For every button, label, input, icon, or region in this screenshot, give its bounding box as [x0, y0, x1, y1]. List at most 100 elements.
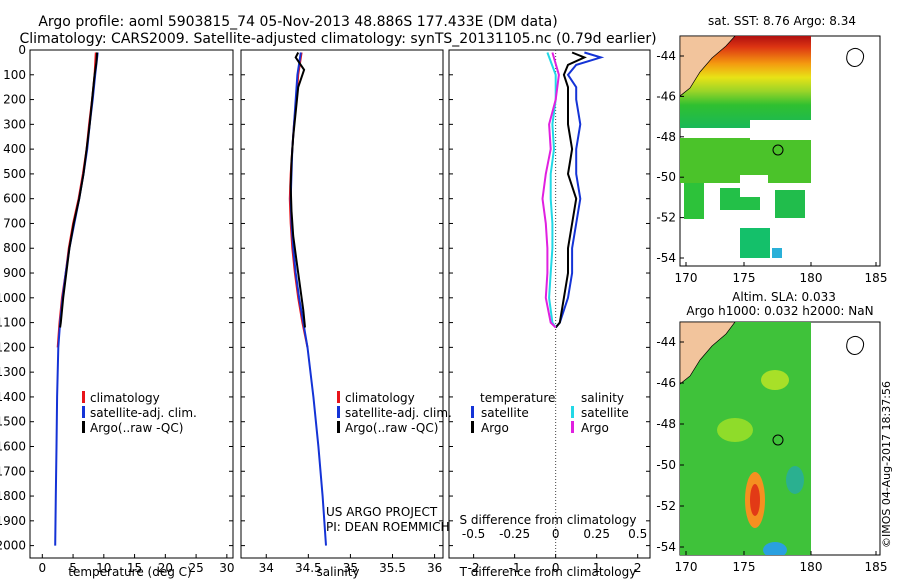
- x-tick-label: 35: [343, 561, 358, 575]
- sla-map-title: Altim. SLA: 0.033: [732, 290, 836, 304]
- legend-label-argo: Argo(..raw -QC): [345, 421, 438, 435]
- legend-swatch-climatology: [82, 391, 85, 403]
- figure-title-line1: Argo profile: aoml 5903815_74 05-Nov-201…: [38, 14, 557, 30]
- map-x-tick-label: 175: [733, 560, 756, 574]
- map-y-tick-label: -52: [656, 499, 676, 513]
- x-tick-label: 36: [427, 561, 442, 575]
- series-line: [289, 52, 306, 328]
- x-tick-label: 30: [219, 561, 234, 575]
- x-tick-label: 20: [158, 561, 173, 575]
- map-x-tick-label: 170: [675, 560, 698, 574]
- depth-axis: 0 100 200 300 400 500 600 700 800 900 1000 1100 1200…: [0, 43, 650, 553]
- legend-swatch-s-satellite: [571, 406, 574, 418]
- x-tick-label: 34.5: [295, 561, 322, 575]
- s-tick-label: 0.5: [628, 527, 647, 541]
- sla-anomaly: [763, 542, 787, 555]
- s-difference-axis-label: S difference from climatology: [460, 513, 637, 527]
- x-tick-label: 10: [96, 561, 111, 575]
- sst-gap: [750, 120, 811, 140]
- legend-label-climatology: climatology: [90, 391, 160, 405]
- legend-title-salinity: salinity: [581, 391, 624, 405]
- sla-anomaly: [750, 484, 760, 516]
- x-tick-label: 0: [38, 561, 46, 575]
- difference-series: [541, 50, 605, 558]
- x-tick-label: 1: [593, 561, 601, 575]
- sst-cell: [740, 228, 770, 258]
- sla-map-subtitle: Argo h1000: 0.032 h2000: NaN: [686, 304, 873, 318]
- series-line: [59, 52, 99, 328]
- x-tick-label: -2: [468, 561, 480, 575]
- depth-tick-label: 1000: [0, 291, 26, 305]
- s-tick-label: -0.25: [499, 527, 530, 541]
- project-label: US ARGO PROJECT: [326, 505, 438, 519]
- legend-label-satellite: satellite-adj. clim.: [90, 406, 197, 420]
- legend-swatch-argo: [337, 421, 340, 433]
- sst-cell: [775, 190, 805, 218]
- map-y-tick-label: -54: [656, 540, 676, 554]
- map-x-tick-label: 185: [865, 560, 888, 574]
- sla-map: Altim. SLA: 0.033 Argo h1000: 0.032 h200…: [656, 290, 887, 574]
- map-y-tick-label: -54: [656, 251, 676, 265]
- sla-map-axis: 170 175 180 185 -44 -46 -48 -50 -52 -54: [656, 335, 887, 574]
- legend-label-t-satellite: satellite: [481, 406, 529, 420]
- depth-tick-label: 1700: [0, 464, 26, 478]
- sst-field: [680, 36, 811, 258]
- x-tick-label: 25: [188, 561, 203, 575]
- temperature-panel: [29, 49, 234, 559]
- depth-tick-label: 400: [3, 142, 26, 156]
- legend-swatch-t-satellite: [471, 406, 474, 418]
- pi-label: PI: DEAN ROEMMICH: [326, 520, 449, 534]
- legend-label-s-satellite: satellite: [581, 406, 629, 420]
- x-tick-label: 0: [552, 561, 560, 575]
- depth-tick-label: 1600: [0, 439, 26, 453]
- map-x-tick-label: 180: [800, 271, 823, 285]
- temperature-legend: climatology satellite-adj. clim. Argo(..…: [82, 391, 197, 435]
- sst-cell: [684, 183, 704, 219]
- legend-label-argo: Argo(..raw -QC): [90, 421, 183, 435]
- depth-tick-label: 1500: [0, 415, 26, 429]
- series-line: [541, 52, 560, 329]
- depth-tick-label: 700: [3, 216, 26, 230]
- depth-tick-label: 800: [3, 241, 26, 255]
- map-y-tick-label: -50: [656, 458, 676, 472]
- legend-label-satellite: satellite-adj. clim.: [345, 406, 452, 420]
- map-y-tick-label: -52: [656, 211, 676, 225]
- depth-tick-label: 1100: [0, 316, 26, 330]
- temperature-series: [54, 52, 99, 546]
- argo-location-marker: [772, 144, 784, 156]
- series-line: [554, 51, 605, 329]
- legend-label-t-argo: Argo: [481, 421, 509, 435]
- map-y-tick-label: -48: [656, 130, 676, 144]
- map-y-tick-label: -44: [656, 335, 676, 349]
- depth-tick-label: 1300: [0, 365, 26, 379]
- s-tick-label: 0.25: [583, 527, 610, 541]
- salinity-panel: [240, 49, 444, 559]
- sst-gap: [740, 175, 768, 197]
- map-y-tick-label: -46: [656, 376, 676, 390]
- map-x-tick-label: 175: [733, 271, 756, 285]
- figure-title-line2: Climatology: CARS2009. Satellite-adjuste…: [19, 31, 656, 47]
- legend-swatch-s-argo: [571, 421, 574, 433]
- map-y-tick-label: -44: [656, 49, 676, 63]
- island-icon: [846, 47, 865, 67]
- x-tick-label: -1: [509, 561, 521, 575]
- argo-location-marker: [772, 434, 784, 446]
- legend-swatch-t-argo: [471, 421, 474, 433]
- legend-swatch-climatology: [337, 391, 340, 403]
- x-tick-label: 15: [127, 561, 142, 575]
- island-icon: [846, 335, 865, 355]
- map-x-tick-label: 185: [865, 271, 888, 285]
- depth-tick-label: 1200: [0, 340, 26, 354]
- series-line: [554, 51, 587, 329]
- legend-swatch-satellite: [82, 406, 85, 418]
- sst-map-axis: 170 175 180 185 -44 -46 -48 -50 -52 -54: [656, 49, 887, 285]
- difference-legend: temperature salinity satellite Argo sate…: [471, 391, 629, 435]
- x-tick-label: 5: [69, 561, 77, 575]
- sla-anomaly: [786, 466, 804, 494]
- depth-tick-label: 2000: [0, 539, 26, 553]
- sla-anomaly: [761, 370, 789, 390]
- legend-swatch-argo: [82, 421, 85, 433]
- sst-map: sat. SST: 8.76 Argo: 8.34 170 175 180 185 -4…: [656, 14, 887, 285]
- salinity-legend: climatology satellite-adj. clim. Argo(..…: [337, 391, 452, 435]
